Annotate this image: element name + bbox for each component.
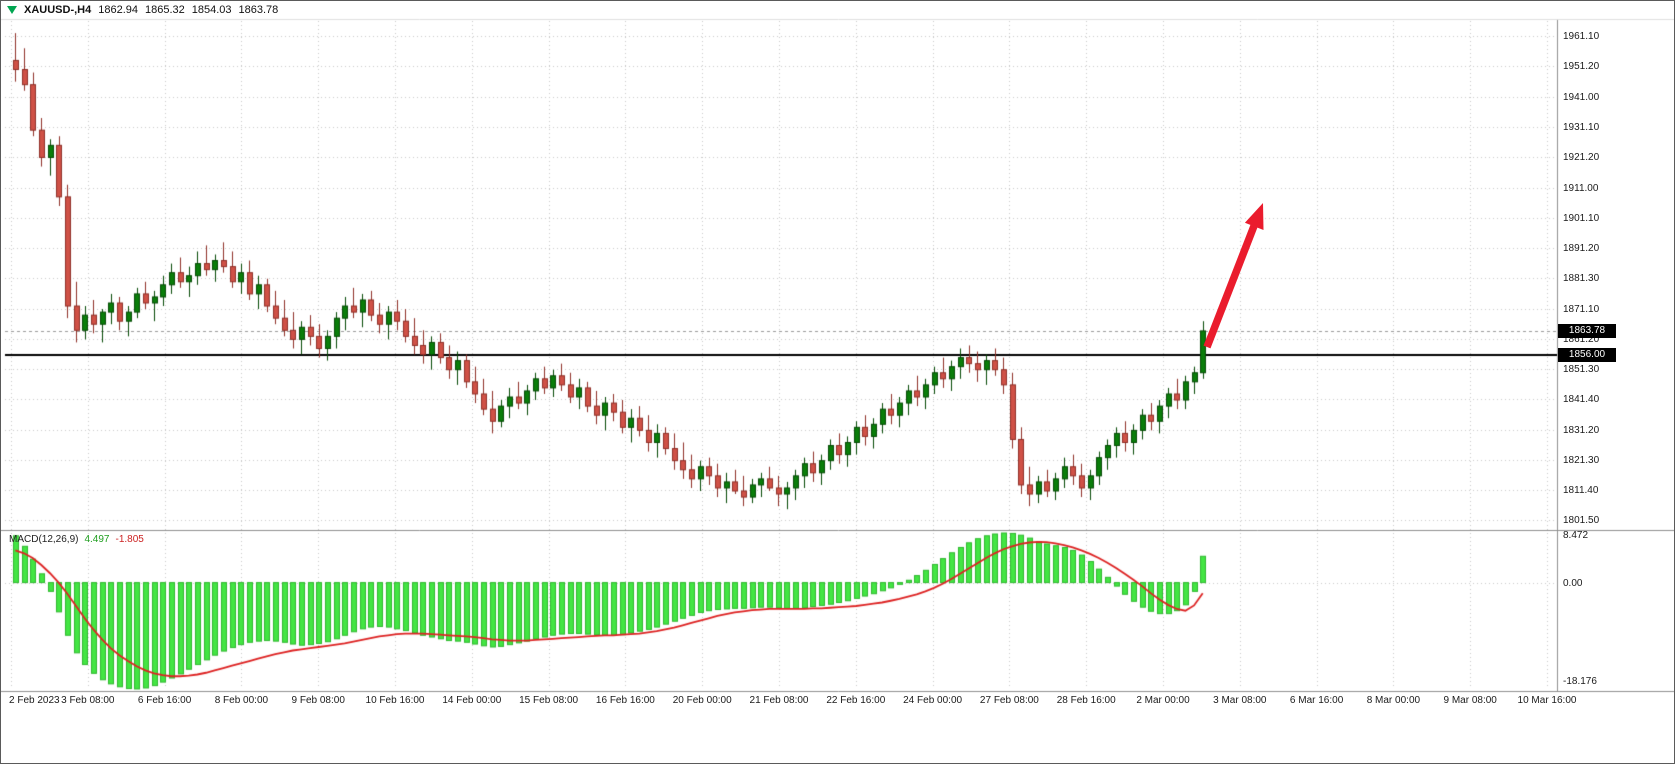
macd-signal-value: -1.805 — [115, 534, 144, 545]
hline-price-tag: 1856.00 — [1558, 347, 1616, 362]
time-axis-label: 6 Mar 16:00 — [1289, 695, 1344, 706]
time-axis[interactable]: 2 Feb 2023 3 Feb 08:00 6 Feb 16:00 8 Feb 00… — [1, 695, 1674, 711]
price-axis-label: 1811.40 — [1563, 484, 1599, 496]
price-axis-label: 1871.10 — [1563, 303, 1600, 315]
price-axis-label: 1921.20 — [1563, 151, 1600, 163]
price-axis-label: 1901.10 — [1563, 212, 1600, 224]
time-axis-label: 2 Feb 2023 — [9, 695, 60, 706]
time-axis-label: 22 Feb 16:00 — [826, 695, 886, 706]
price-axis-label: 1831.20 — [1563, 424, 1600, 436]
current-price-tag: 1863.78 — [1558, 323, 1616, 338]
macd-axis-label: -18.176 — [1563, 676, 1597, 687]
price-axis-label: 1911.00 — [1563, 182, 1599, 194]
price-axis[interactable]: 1961.10 1951.20 1941.00 1931.10 1921.20 1911.… — [1557, 19, 1674, 691]
time-axis-label: 27 Feb 08:00 — [979, 695, 1039, 706]
price-axis-label: 1861.20 — [1563, 333, 1600, 345]
time-axis-label: 6 Feb 16:00 — [137, 695, 192, 706]
macd-axis-label: 8.472 — [1563, 530, 1589, 541]
time-axis-label: 14 Feb 00:00 — [442, 695, 502, 706]
price-axis-label: 1961.10 — [1563, 30, 1600, 42]
time-axis-label: 21 Feb 08:00 — [749, 695, 809, 706]
time-axis-label: 24 Feb 00:00 — [903, 695, 963, 706]
price-axis-label: 1891.20 — [1563, 242, 1600, 254]
time-axis-label: 10 Mar 16:00 — [1517, 695, 1577, 706]
macd-name: MACD(12,26,9) — [9, 534, 79, 545]
time-axis-label: 8 Mar 00:00 — [1366, 695, 1421, 706]
time-axis-label: 9 Mar 08:00 — [1443, 695, 1497, 706]
price-axis-label: 1801.50 — [1563, 514, 1600, 526]
time-axis-label: 28 Feb 16:00 — [1056, 695, 1116, 706]
price-axis-label: 1821.30 — [1563, 454, 1600, 466]
time-axis-label: 20 Feb 00:00 — [672, 695, 732, 706]
chart-header: XAUUSD-,H4 1862.94 1865.32 1854.03 1863.… — [7, 4, 278, 16]
macd-main-value: 4.497 — [84, 534, 110, 545]
time-axis-label: 9 Feb 08:00 — [291, 695, 345, 706]
time-axis-label: 8 Feb 00:00 — [214, 695, 269, 706]
symbol-period-label: XAUUSD-,H4 — [24, 4, 92, 16]
ohlc-open: 1862.94 — [98, 4, 138, 16]
price-axis-label: 1881.30 — [1563, 272, 1600, 284]
time-axis-label: 3 Feb 08:00 — [61, 695, 115, 706]
price-axis-label: 1931.10 — [1563, 121, 1600, 133]
ohlc-low: 1854.03 — [191, 4, 232, 16]
symbol-triangle-icon — [7, 6, 17, 14]
ohlc-close: 1863.78 — [238, 4, 279, 16]
price-axis-label: 1941.00 — [1563, 91, 1600, 103]
time-axis-label: 10 Feb 16:00 — [365, 695, 425, 706]
price-axis-label: 1851.30 — [1563, 363, 1600, 375]
time-axis-label: 15 Feb 08:00 — [519, 695, 579, 706]
time-axis-label: 2 Mar 00:00 — [1136, 695, 1190, 706]
ohlc-high: 1865.32 — [145, 4, 185, 16]
price-axis-label: 1841.40 — [1563, 393, 1600, 405]
time-axis-label: 3 Mar 08:00 — [1213, 695, 1267, 706]
macd-indicator-caption: MACD(12,26,9) 4.497 -1.805 — [9, 534, 144, 545]
price-axis-label: 1951.20 — [1563, 60, 1600, 72]
macd-axis-label: 0.00 — [1563, 577, 1583, 589]
time-axis-label: 16 Feb 16:00 — [595, 695, 655, 706]
